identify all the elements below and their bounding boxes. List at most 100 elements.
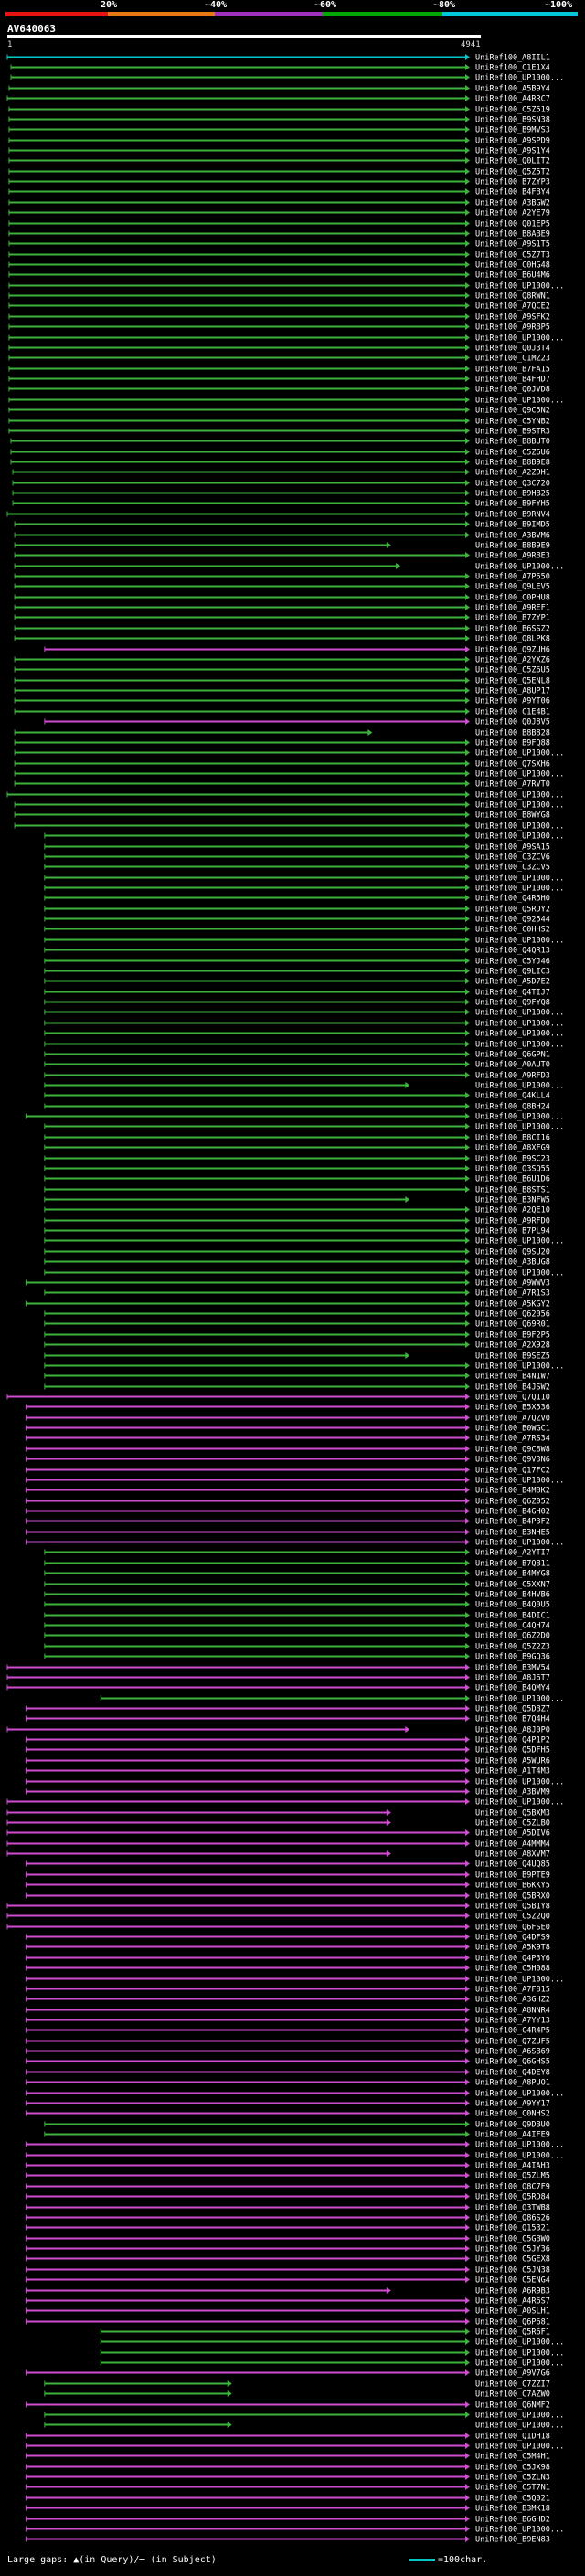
hit-row[interactable]: UniRef100_Q6FSE0 (6, 1924, 550, 1933)
hit-label[interactable]: UniRef100_C5Z6U6 (475, 449, 550, 458)
hit-label[interactable]: UniRef100_Q9DBU0 (475, 2121, 550, 2130)
hit-label[interactable]: UniRef100_UP1000... (475, 2141, 564, 2150)
hit-row[interactable]: UniRef100_A9REF1 (14, 604, 550, 613)
hit-row[interactable]: UniRef100_Q5DFH5 (25, 1746, 550, 1755)
hit-label[interactable]: UniRef100_Q92544 (475, 916, 550, 925)
hit-row[interactable]: UniRef100_UP1000... (14, 822, 564, 832)
hit-row[interactable]: UniRef100_Q5RD84 (25, 2193, 550, 2202)
hit-label[interactable]: UniRef100_Q5BRX0 (475, 1892, 550, 1902)
hit-row[interactable]: UniRef100_B8B828 (14, 729, 550, 738)
hit-label[interactable]: UniRef100_UP1000... (475, 885, 564, 894)
hit-label[interactable]: UniRef100_Q69R01 (475, 1320, 550, 1330)
hit-label[interactable]: UniRef100_A7RS34 (475, 1435, 550, 1444)
hit-row[interactable]: UniRef100_UP1000... (44, 832, 564, 842)
hit-row[interactable]: UniRef100_Q5ENL8 (14, 677, 550, 686)
hit-label[interactable]: UniRef100_A9SPD9 (475, 137, 550, 146)
hit-row[interactable]: UniRef100_A3BVM9 (25, 1788, 550, 1797)
hit-row[interactable]: UniRef100_Q8RWN1 (8, 292, 550, 302)
hit-row[interactable]: UniRef100_Q5BXM3 (6, 1809, 550, 1818)
hit-row[interactable]: UniRef100_C0NHS2 (25, 2110, 550, 2119)
hit-row[interactable]: UniRef100_A9SFK2 (8, 313, 550, 323)
hit-row[interactable]: UniRef100_C5Q021 (25, 2495, 550, 2504)
hit-row[interactable]: UniRef100_C5Z7T3 (8, 251, 550, 260)
hit-label[interactable]: UniRef100_B9PTE9 (475, 1871, 550, 1881)
hit-label[interactable]: UniRef100_B9F2P5 (475, 1331, 550, 1341)
hit-row[interactable]: UniRef100_UP1000... (25, 2443, 564, 2452)
hit-label[interactable]: UniRef100_B4P3F2 (475, 1518, 550, 1527)
hit-row[interactable]: UniRef100_Q0J8V5 (44, 718, 550, 727)
hit-row[interactable]: UniRef100_A2YXZ6 (14, 656, 550, 665)
hit-label[interactable]: UniRef100_Q4KLL4 (475, 1092, 550, 1101)
hit-row[interactable]: UniRef100_B8WYG8 (14, 811, 550, 821)
hit-row[interactable]: UniRef100_B6U1D6 (44, 1175, 550, 1184)
hit-label[interactable]: UniRef100_Q9LIC3 (475, 968, 550, 977)
hit-label[interactable]: UniRef100_B7Q4H4 (475, 1715, 550, 1724)
hit-label[interactable]: UniRef100_A9S1Y4 (475, 147, 550, 156)
hit-label[interactable]: UniRef100_UP1000... (475, 1123, 564, 1132)
hit-row[interactable]: UniRef100_A4MMM4 (6, 1840, 550, 1850)
hit-label[interactable]: UniRef100_Q5RDY2 (475, 906, 550, 915)
hit-label[interactable]: UniRef100_UP1000... (475, 1113, 564, 1122)
hit-row[interactable]: UniRef100_B8ABE9 (8, 230, 550, 239)
hit-label[interactable]: UniRef100_B6U1D6 (475, 1175, 550, 1184)
hit-row[interactable]: UniRef100_A9YY17 (25, 2100, 550, 2109)
hit-row[interactable]: UniRef100_A5K9T8 (25, 1944, 550, 1953)
hit-label[interactable]: UniRef100_B9STR3 (475, 428, 550, 437)
hit-label[interactable]: UniRef100_A9RBE3 (475, 552, 550, 561)
hit-row[interactable]: UniRef100_A9S1T5 (8, 240, 550, 249)
hit-row[interactable]: UniRef100_C0HG48 (8, 261, 550, 270)
hit-row[interactable]: UniRef100_UP1000... (100, 2359, 564, 2369)
hit-label[interactable]: UniRef100_UP1000... (475, 2422, 564, 2431)
hit-label[interactable]: UniRef100_Q86S26 (475, 2214, 550, 2223)
hit-label[interactable]: UniRef100_B0WGC1 (475, 1425, 550, 1434)
hit-label[interactable]: UniRef100_A9YY17 (475, 2100, 550, 2109)
hit-label[interactable]: UniRef100_B7PL94 (475, 1227, 550, 1236)
hit-label[interactable]: UniRef100_UP1000... (475, 2349, 564, 2359)
hit-label[interactable]: UniRef100_C5Z7T3 (475, 251, 550, 260)
hit-row[interactable]: UniRef100_C0PHU8 (14, 594, 550, 603)
hit-label[interactable]: UniRef100_Q8C7F9 (475, 2183, 550, 2192)
hit-row[interactable]: UniRef100_A5D7E2 (44, 978, 550, 987)
hit-label[interactable]: UniRef100_C5ENG4 (475, 2276, 550, 2285)
hit-label[interactable]: UniRef100_C4R4P5 (475, 2027, 550, 2036)
hit-label[interactable]: UniRef100_UP1000... (475, 1778, 564, 1787)
hit-row[interactable]: UniRef100_A4IAH3 (25, 2162, 550, 2171)
hit-label[interactable]: UniRef100_Q6FSE0 (475, 1924, 550, 1933)
hit-row[interactable]: UniRef100_Q9DBU0 (44, 2121, 550, 2130)
hit-row[interactable]: UniRef100_C3ZCV6 (44, 853, 550, 863)
hit-label[interactable]: UniRef100_UP1000... (475, 1269, 564, 1278)
hit-row[interactable]: UniRef100_B9STR3 (8, 428, 550, 437)
hit-row[interactable]: UniRef100_C4R4P5 (25, 2027, 550, 2036)
hit-row[interactable]: UniRef100_B4JSW2 (44, 1383, 550, 1393)
hit-label[interactable]: UniRef100_B4JSW2 (475, 1383, 550, 1393)
hit-row[interactable]: UniRef100_B4M8K2 (25, 1487, 550, 1496)
hit-row[interactable]: UniRef100_UP1000... (25, 2526, 564, 2535)
hit-label[interactable]: UniRef100_Q5DBZ7 (475, 1705, 550, 1714)
hit-label[interactable]: UniRef100_B9RNV4 (475, 511, 550, 520)
hit-label[interactable]: UniRef100_UP1000... (475, 397, 564, 406)
hit-label[interactable]: UniRef100_B3MK18 (475, 2505, 550, 2514)
hit-label[interactable]: UniRef100_UP1000... (475, 2359, 564, 2369)
hit-label[interactable]: UniRef100_Q4QR13 (475, 947, 550, 956)
hit-label[interactable]: UniRef100_Q9C8W8 (475, 1446, 550, 1455)
hit-label[interactable]: UniRef100_Q4R5H0 (475, 895, 550, 904)
hit-row[interactable]: UniRef100_Q9C5N2 (8, 407, 550, 416)
hit-row[interactable]: UniRef100_B0WGC1 (25, 1425, 550, 1434)
hit-label[interactable]: UniRef100_C1E1X4 (475, 64, 550, 73)
hit-row[interactable]: UniRef100_B9PTE9 (25, 1871, 550, 1881)
hit-label[interactable]: UniRef100_UP1000... (475, 1030, 564, 1039)
hit-row[interactable]: UniRef100_Q4QR13 (44, 947, 550, 956)
hit-row[interactable]: UniRef100_Q69R01 (44, 1320, 550, 1330)
hit-row[interactable]: UniRef100_C1MZ23 (8, 355, 550, 364)
hit-label[interactable]: UniRef100_Q4UQ85 (475, 1860, 550, 1870)
hit-label[interactable]: UniRef100_A3BGW2 (475, 199, 550, 208)
hit-label[interactable]: UniRef100_B8WYG8 (475, 811, 550, 821)
hit-row[interactable]: UniRef100_A4R6S7 (25, 2297, 550, 2306)
hit-row[interactable]: UniRef100_A7P650 (14, 573, 550, 582)
hit-label[interactable]: UniRef100_UP1000... (475, 74, 564, 83)
hit-row[interactable]: UniRef100_Q9C8W8 (25, 1446, 550, 1455)
hit-row[interactable]: UniRef100_A9WWV3 (25, 1279, 550, 1288)
hit-label[interactable]: UniRef100_A6R9B3 (475, 2287, 550, 2296)
hit-row[interactable]: UniRef100_UP1000... (25, 1539, 564, 1548)
hit-label[interactable]: UniRef100_B4FBY4 (475, 188, 550, 197)
